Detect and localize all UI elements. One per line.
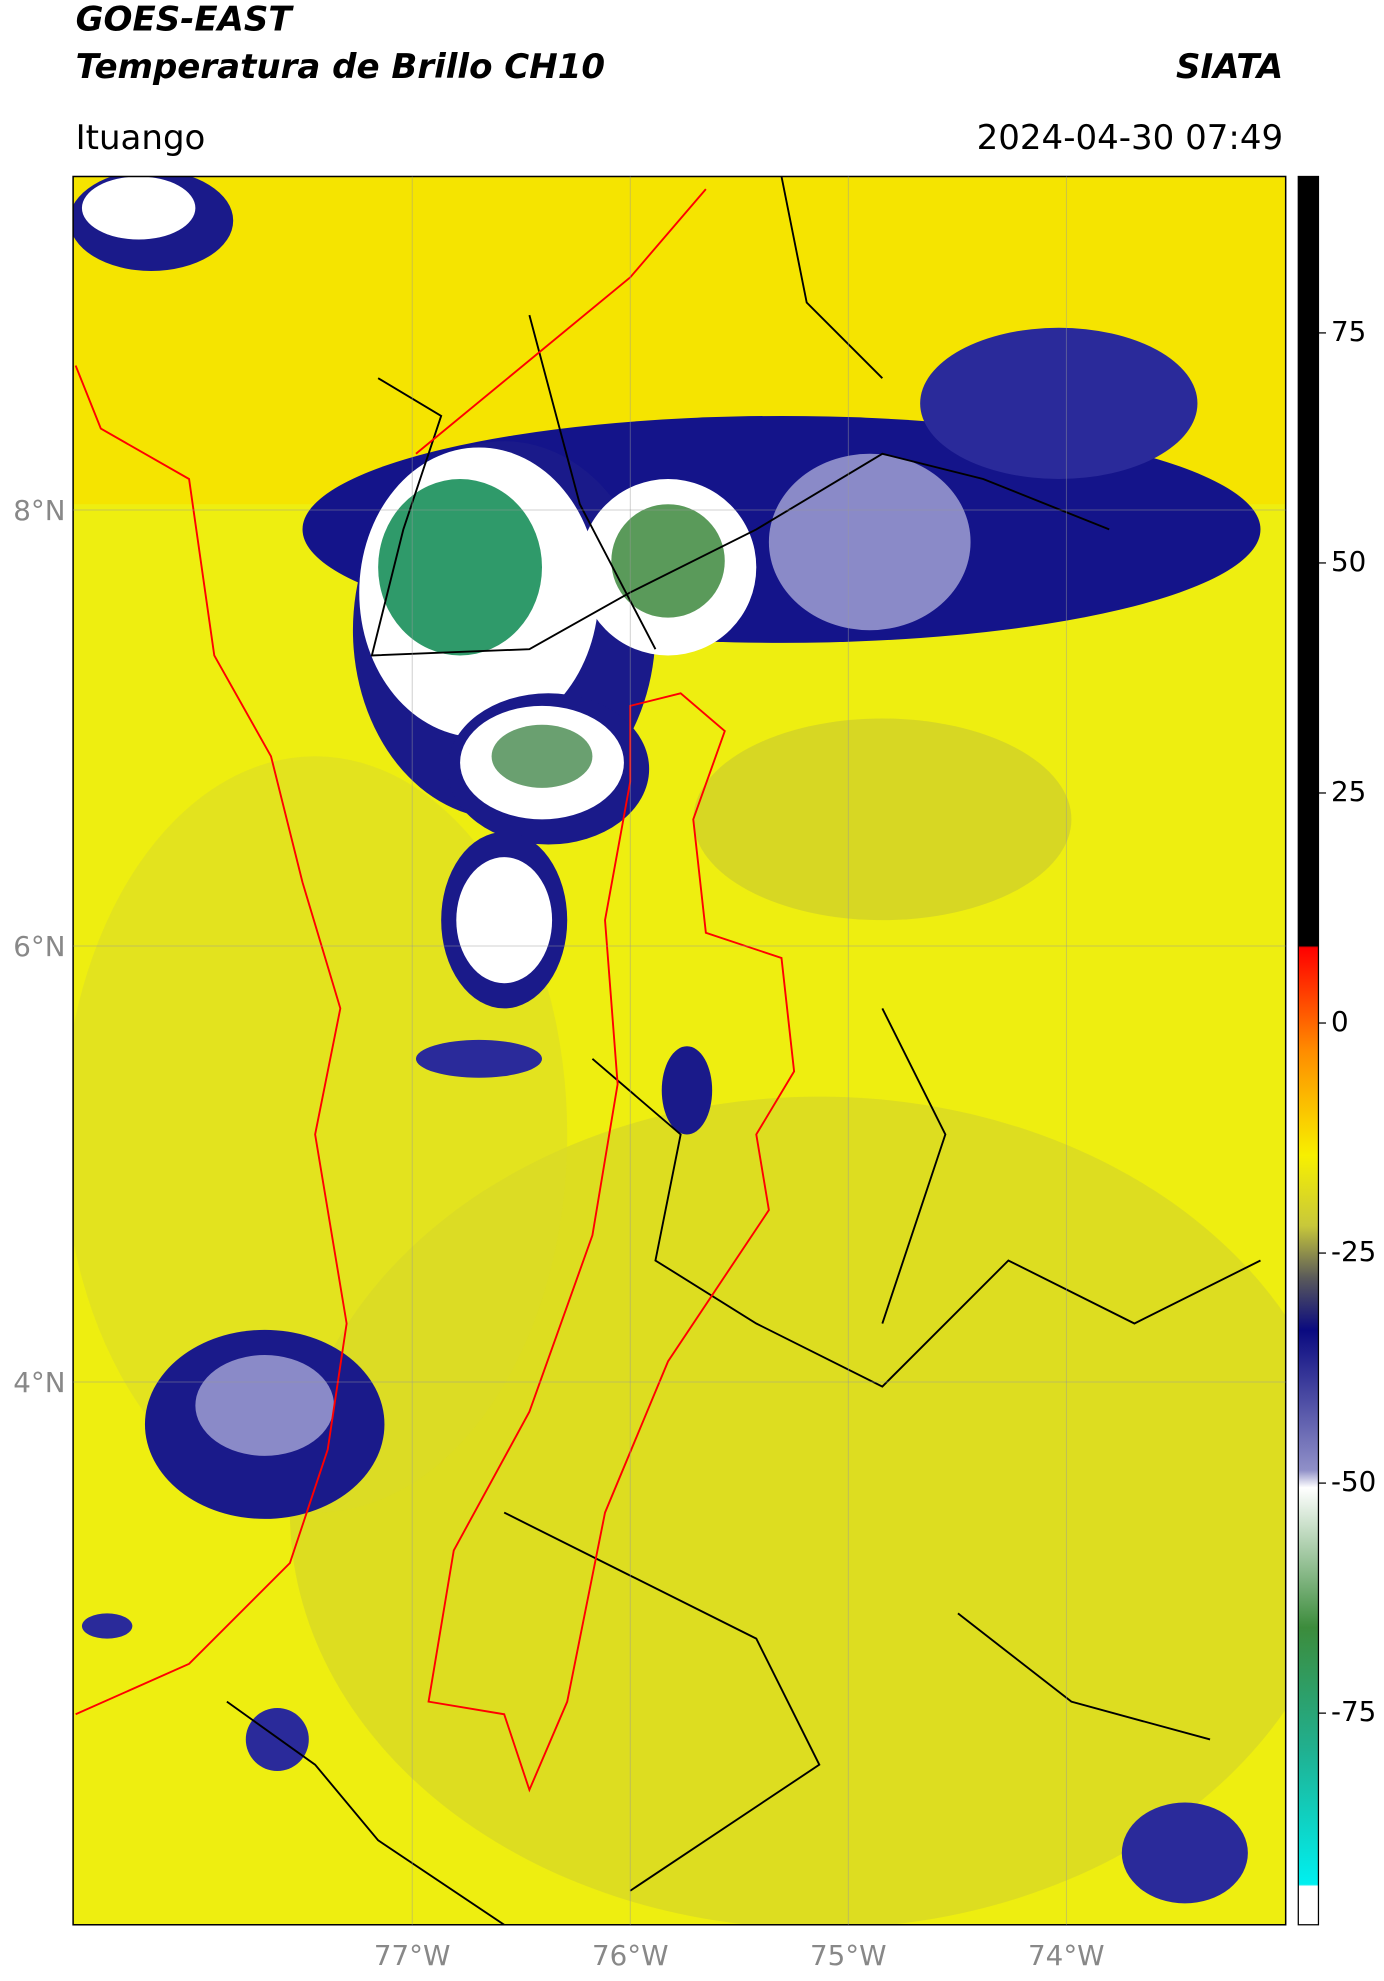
colorbar — [1297, 175, 1320, 1926]
colorbar-tick-label: 50 — [1331, 545, 1366, 578]
map-frame — [72, 175, 1287, 1926]
lat-tick-label: 6°N — [13, 930, 65, 963]
location: Ituango — [76, 118, 206, 158]
lat-tick-label: 8°N — [13, 494, 65, 527]
lon-tick-label: 74°W — [1028, 1939, 1105, 1972]
lat-tick-label: 4°N — [13, 1366, 65, 1399]
colorbar-tick-label: -25 — [1331, 1235, 1376, 1268]
datetime: 2024-04-30 07:49 — [977, 118, 1284, 158]
colorbar-tick-label: 0 — [1331, 1005, 1349, 1038]
source: SIATA — [1176, 47, 1283, 87]
lon-tick-label: 76°W — [592, 1939, 669, 1972]
colorbar-tick-label: -50 — [1331, 1465, 1376, 1498]
satellite: GOES-EAST — [76, 0, 295, 39]
colorbar-tick-label: 75 — [1331, 315, 1366, 348]
lon-tick-label: 77°W — [374, 1939, 451, 1972]
lon-tick-label: 75°W — [810, 1939, 887, 1972]
product: Temperatura de Brillo CH10 — [76, 47, 605, 87]
colorbar-tick-label: 25 — [1331, 775, 1366, 808]
satellite-image — [73, 176, 1286, 1925]
colorbar-tick-label: -75 — [1331, 1695, 1376, 1728]
